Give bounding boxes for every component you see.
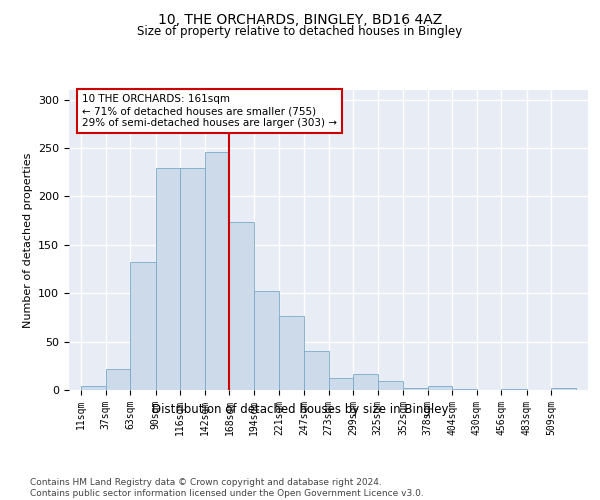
Bar (254, 292, 280, 390)
Bar (280, 316, 304, 390)
Bar (403, 388, 428, 390)
Bar (377, 382, 403, 390)
Bar (181, 168, 205, 390)
Bar (329, 378, 353, 390)
Text: Size of property relative to detached houses in Bingley: Size of property relative to detached ho… (137, 25, 463, 38)
Text: 10 THE ORCHARDS: 161sqm
← 71% of detached houses are smaller (755)
29% of semi-d: 10 THE ORCHARDS: 161sqm ← 71% of detache… (82, 94, 337, 128)
Text: Contains HM Land Registry data © Crown copyright and database right 2024.
Contai: Contains HM Land Registry data © Crown c… (30, 478, 424, 498)
Y-axis label: Number of detached properties: Number of detached properties (23, 152, 32, 328)
Bar (205, 152, 229, 390)
Bar (130, 262, 156, 390)
Bar (156, 168, 181, 390)
Bar (428, 386, 452, 390)
Bar (353, 374, 377, 390)
Bar (304, 352, 329, 390)
Bar (501, 389, 527, 390)
Text: 10, THE ORCHARDS, BINGLEY, BD16 4AZ: 10, THE ORCHARDS, BINGLEY, BD16 4AZ (158, 12, 442, 26)
Bar (551, 388, 576, 390)
Text: Distribution of detached houses by size in Bingley: Distribution of detached houses by size … (152, 402, 448, 415)
Bar (452, 389, 476, 390)
Bar (81, 386, 106, 390)
Bar (229, 222, 254, 390)
Bar (106, 368, 130, 390)
